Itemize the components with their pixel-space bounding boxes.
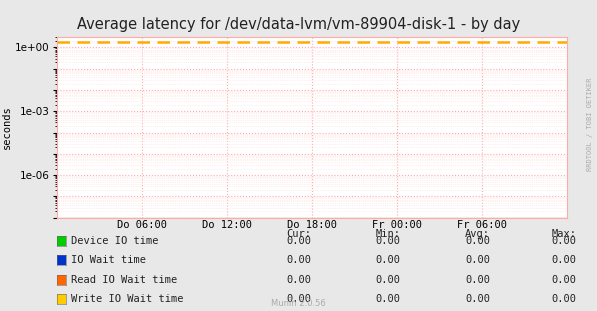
Text: 0.00: 0.00: [465, 255, 490, 265]
Text: 0.00: 0.00: [465, 236, 490, 246]
Text: Cur:: Cur:: [286, 229, 311, 239]
Text: 0.00: 0.00: [465, 275, 490, 285]
Text: 0.00: 0.00: [552, 236, 577, 246]
Text: IO Wait time: IO Wait time: [71, 255, 146, 265]
Text: 0.00: 0.00: [376, 255, 401, 265]
Text: Average latency for /dev/data-lvm/vm-89904-disk-1 - by day: Average latency for /dev/data-lvm/vm-899…: [77, 17, 520, 32]
Y-axis label: seconds: seconds: [2, 106, 13, 149]
Text: Write IO Wait time: Write IO Wait time: [71, 294, 183, 304]
Text: 0.00: 0.00: [376, 236, 401, 246]
Text: Read IO Wait time: Read IO Wait time: [71, 275, 177, 285]
Text: 0.00: 0.00: [552, 294, 577, 304]
Text: 0.00: 0.00: [286, 275, 311, 285]
Text: 0.00: 0.00: [376, 294, 401, 304]
Text: Munin 2.0.56: Munin 2.0.56: [271, 299, 326, 308]
Text: 0.00: 0.00: [465, 294, 490, 304]
Text: Avg:: Avg:: [465, 229, 490, 239]
Text: RRDTOOL / TOBI OETIKER: RRDTOOL / TOBI OETIKER: [587, 78, 593, 171]
Text: 0.00: 0.00: [552, 275, 577, 285]
Text: 0.00: 0.00: [286, 236, 311, 246]
Text: Device IO time: Device IO time: [71, 236, 159, 246]
Text: Min:: Min:: [376, 229, 401, 239]
Text: 0.00: 0.00: [552, 255, 577, 265]
Text: 0.00: 0.00: [286, 255, 311, 265]
Text: 0.00: 0.00: [286, 294, 311, 304]
Text: Max:: Max:: [552, 229, 577, 239]
Text: 0.00: 0.00: [376, 275, 401, 285]
